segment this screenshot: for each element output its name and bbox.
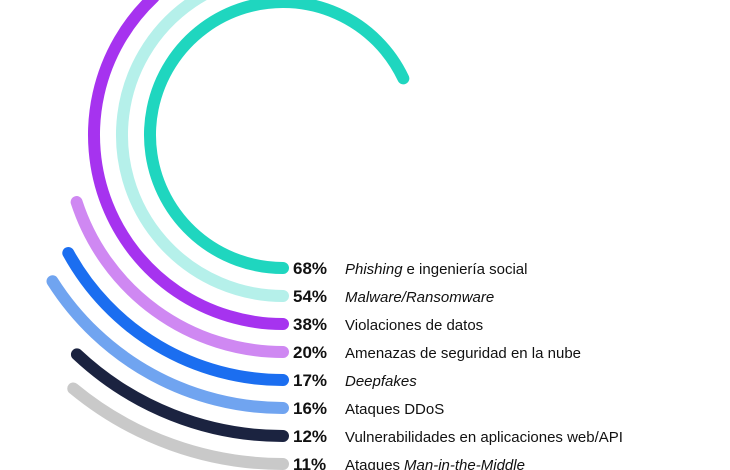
value-label: 68%	[293, 259, 327, 278]
label-part: Phishing	[345, 261, 403, 278]
category-label: Deepfakes	[345, 373, 417, 390]
label-part: Amenazas de seguridad en la nube	[345, 345, 581, 362]
category-label: Ataques DDoS	[345, 401, 444, 418]
category-label: Ataques Man-in-the-Middle	[345, 457, 525, 470]
label-part: Deepfakes	[345, 373, 417, 390]
radial-bar	[62, 247, 289, 386]
value-label: 11%	[293, 455, 326, 470]
category-label: Malware/Ransomware	[345, 289, 494, 306]
value-label: 38%	[293, 315, 327, 334]
label-part: Man-in-the-Middle	[404, 457, 525, 470]
category-label: Phishing e ingeniería social	[345, 261, 527, 278]
radial-bar	[88, 0, 289, 330]
category-label: Violaciones de datos	[345, 317, 483, 334]
label-part: Violaciones de datos	[345, 317, 483, 334]
label-part: e ingeniería social	[407, 261, 528, 278]
label-part: Malware/Ransomware	[345, 289, 494, 306]
category-label: Amenazas de seguridad en la nube	[345, 345, 581, 362]
value-label: 16%	[293, 399, 327, 418]
label-part: Ataques	[345, 457, 400, 470]
radial-bar	[70, 348, 289, 442]
category-label: Vulnerabilidades en aplicaciones web/API	[345, 429, 623, 446]
label-part: Vulnerabilidades en aplicaciones web/API	[345, 429, 623, 446]
radial-bar	[144, 0, 410, 274]
value-label: 17%	[293, 371, 327, 390]
radial-bar	[70, 196, 289, 358]
radial-bar	[67, 382, 289, 470]
value-label: 12%	[293, 427, 327, 446]
value-label: 20%	[293, 343, 327, 362]
label-part: Ataques DDoS	[345, 401, 444, 418]
radial-bar	[115, 0, 289, 302]
value-label: 54%	[293, 287, 327, 306]
radial-bar	[46, 275, 289, 414]
